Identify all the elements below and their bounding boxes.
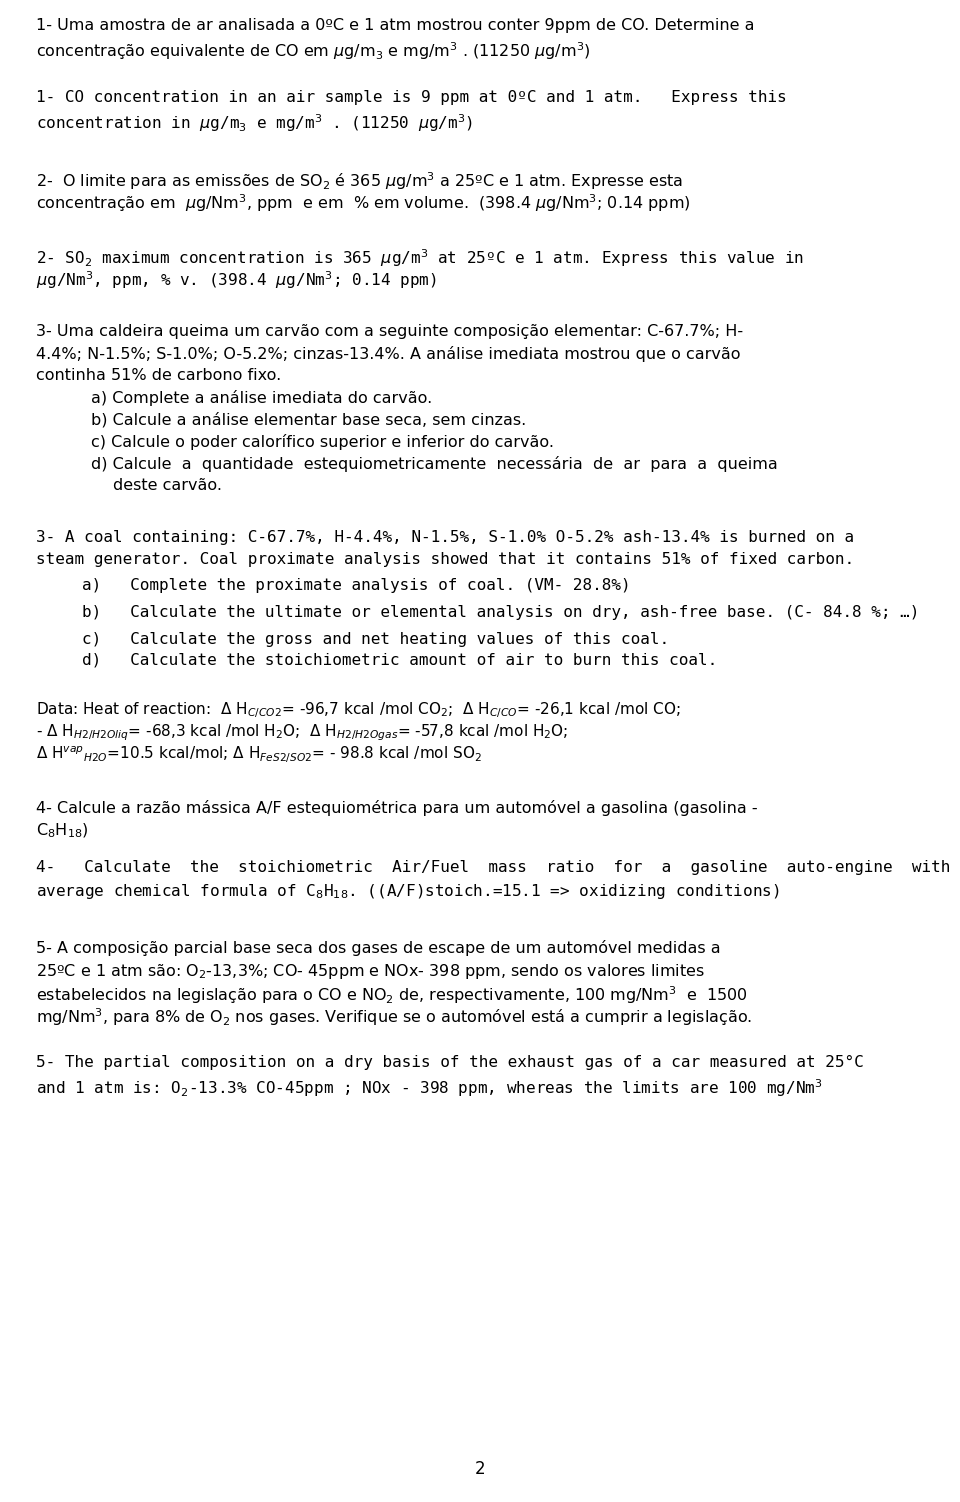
Text: 4.4%; N-1.5%; S-1.0%; O-5.2%; cinzas-13.4%. A análise imediata mostrou que o car: 4.4%; N-1.5%; S-1.0%; O-5.2%; cinzas-13.… (36, 345, 741, 362)
Text: 5- The partial composition on a dry basis of the exhaust gas of a car measured a: 5- The partial composition on a dry basi… (36, 1054, 864, 1069)
Text: continha 51% de carbono fixo.: continha 51% de carbono fixo. (36, 368, 281, 383)
Text: mg/Nm$^3$, para 8% de O$_2$ nos gases. Verifique se o automóvel está a cumprir a: mg/Nm$^3$, para 8% de O$_2$ nos gases. V… (36, 1006, 753, 1027)
Text: concentração equivalente de CO em $\mu$g/m$_3$ e mg/m$^3$ . (11250 $\mu$g/m$^3$): concentração equivalente de CO em $\mu$g… (36, 41, 591, 62)
Text: b)   Calculate the ultimate or elemental analysis on dry, ash-free base. (C- 84.: b) Calculate the ultimate or elemental a… (82, 605, 919, 620)
Text: steam generator. Coal proximate analysis showed that it contains 51% of fixed ca: steam generator. Coal proximate analysis… (36, 553, 854, 566)
Text: 4-   Calculate  the  stoichiometric  Air/Fuel  mass  ratio  for  a  gasoline  au: 4- Calculate the stoichiometric Air/Fuel… (36, 861, 960, 876)
Text: 1- CO concentration in an air sample is 9 ppm at 0ºC and 1 atm.   Express this: 1- CO concentration in an air sample is … (36, 90, 787, 105)
Text: a) Complete a análise imediata do carvão.: a) Complete a análise imediata do carvão… (91, 391, 432, 406)
Text: 2- SO$_2$ maximum concentration is 365 $\mu$g/m$^3$ at 25ºC e 1 atm. Express thi: 2- SO$_2$ maximum concentration is 365 $… (36, 246, 804, 269)
Text: concentração em  $\mu$g/Nm$^3$, ppm  e em  % em volume.  (398.4 $\mu$g/Nm$^3$; 0: concentração em $\mu$g/Nm$^3$, ppm e em … (36, 192, 691, 213)
Text: concentration in $\mu$g/m$_3$ e mg/m$^3$ . (11250 $\mu$g/m$^3$): concentration in $\mu$g/m$_3$ e mg/m$^3$… (36, 113, 473, 134)
Text: a)   Complete the proximate analysis of coal. (VM- 28.8%): a) Complete the proximate analysis of co… (82, 578, 630, 593)
Text: 1- Uma amostra de ar analisada a 0ºC e 1 atm mostrou conter 9ppm de CO. Determin: 1- Uma amostra de ar analisada a 0ºC e 1… (36, 18, 755, 33)
Text: 25ºC e 1 atm são: O$_2$-13,3%; CO- 45ppm e NOx- 398 ppm, sendo os valores limite: 25ºC e 1 atm são: O$_2$-13,3%; CO- 45ppm… (36, 961, 706, 981)
Text: 3- A coal containing: C-67.7%, H-4.4%, N-1.5%, S-1.0% O-5.2% ash-13.4% is burned: 3- A coal containing: C-67.7%, H-4.4%, N… (36, 530, 854, 545)
Text: deste carvão.: deste carvão. (113, 478, 223, 493)
Text: 3- Uma caldeira queima um carvão com a seguinte composição elementar: C-67.7%; H: 3- Uma caldeira queima um carvão com a s… (36, 324, 744, 339)
Text: 2: 2 (474, 1460, 486, 1478)
Text: $\Delta$ H$^{vap}$$_{H2O}$=10.5 kcal/mol; $\Delta$ H$_{FeS2/SO2}$= - 98.8 kcal /: $\Delta$ H$^{vap}$$_{H2O}$=10.5 kcal/mol… (36, 743, 482, 765)
Text: d)   Calculate the stoichiometric amount of air to burn this coal.: d) Calculate the stoichiometric amount o… (82, 653, 717, 668)
Text: 4- Calcule a razão mássica A/F estequiométrica para um automóvel a gasolina (gas: 4- Calcule a razão mássica A/F estequiom… (36, 801, 758, 816)
Text: $\mu$g/Nm$^3$, ppm, % v. (398.4 $\mu$g/Nm$^3$; 0.14 ppm): $\mu$g/Nm$^3$, ppm, % v. (398.4 $\mu$g/N… (36, 269, 437, 291)
Text: c)   Calculate the gross and net heating values of this coal.: c) Calculate the gross and net heating v… (82, 632, 669, 647)
Text: Data: Heat of reaction:  $\Delta$ H$_{C/CO2}$= -96,7 kcal /mol CO$_2$;  $\Delta$: Data: Heat of reaction: $\Delta$ H$_{C/C… (36, 700, 681, 719)
Text: 5- A composição parcial base seca dos gases de escape de um automóvel medidas a: 5- A composição parcial base seca dos ga… (36, 940, 721, 955)
Text: C$_8$H$_{18}$): C$_8$H$_{18}$) (36, 822, 89, 841)
Text: d) Calcule  a  quantidade  estequiometricamente  necessária  de  ar  para  a  qu: d) Calcule a quantidade estequiometricam… (91, 457, 778, 472)
Text: and 1 atm is: O$_2$-13.3% CO-45ppm ; NOx - 398 ppm, whereas the limits are 100 m: and 1 atm is: O$_2$-13.3% CO-45ppm ; NOx… (36, 1077, 823, 1098)
Text: estabelecidos na legislação para o CO e NO$_2$ de, respectivamente, 100 mg/Nm$^3: estabelecidos na legislação para o CO e … (36, 984, 749, 1006)
Text: - $\Delta$ H$_{H2/H2Oliq}$= -68,3 kcal /mol H$_2$O;  $\Delta$ H$_{H2/H2Ogas}$= -: - $\Delta$ H$_{H2/H2Oliq}$= -68,3 kcal /… (36, 722, 569, 742)
Text: 2-  O limite para as emissões de SO$_2$ é 365 $\mu$g/m$^3$ a 25ºC e 1 atm. Expre: 2- O limite para as emissões de SO$_2$ é… (36, 170, 684, 192)
Text: c) Calcule o poder calorífico superior e inferior do carvão.: c) Calcule o poder calorífico superior e… (91, 434, 554, 451)
Text: b) Calcule a análise elementar base seca, sem cinzas.: b) Calcule a análise elementar base seca… (91, 412, 526, 428)
Text: average chemical formula of C$_8$H$_{18}$. ((A/F)stoich.=15.1 => oxidizing condi: average chemical formula of C$_8$H$_{18}… (36, 882, 780, 901)
